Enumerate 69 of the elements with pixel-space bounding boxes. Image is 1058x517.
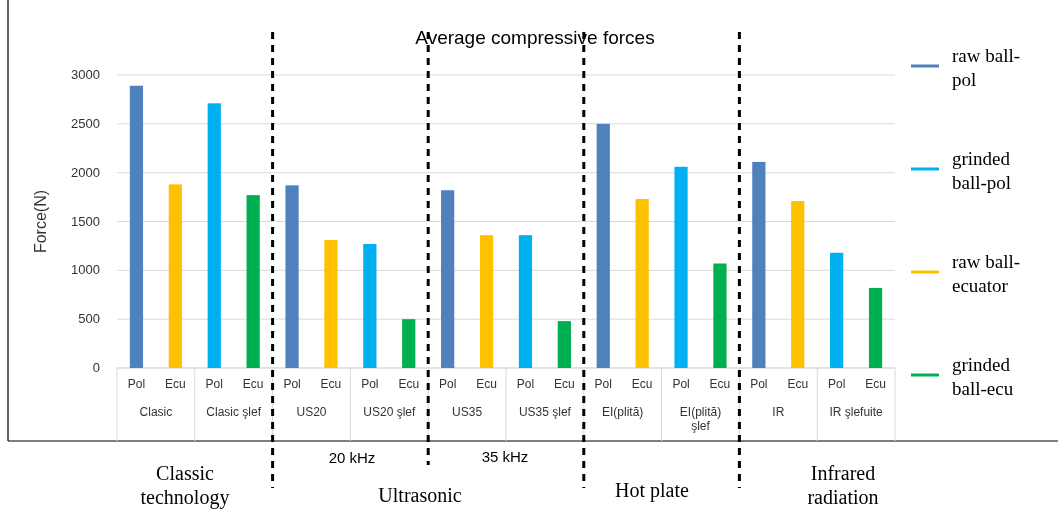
y-tick-label: 2000 [71,164,100,180]
bar [402,319,416,368]
bar [557,321,571,368]
x-tick-label: Pol [750,377,768,391]
x-tick-label: Pol [594,377,612,391]
chart-title: Average compressive forces [415,27,655,48]
bar [324,240,338,368]
bar [674,166,688,368]
bar [752,161,766,368]
bar [868,287,883,368]
bar [596,123,610,368]
y-tick-label: 500 [78,311,100,327]
text: Classic technology [140,462,230,509]
text: EI(plită) [602,405,644,419]
text: US20 [296,405,327,419]
x-tick-label: Pol [516,377,535,391]
x-tick-label: Ecu [631,377,653,391]
text: IR şlefuite [829,405,884,419]
x-tick-label: Ecu [787,377,809,391]
legend-label: grinded ball-pol [952,148,1012,193]
bar [285,185,299,368]
x-tick-label: Ecu [554,377,575,391]
x-tick-label: Ecu [709,377,731,391]
text: US20 şlef [363,405,416,419]
bar [207,103,221,368]
x-tick-label: Pol [283,377,301,391]
x-tick-label: Ecu [242,377,264,391]
x-tick-label: Ecu [865,377,886,391]
text: IR [772,405,785,419]
x-tick-label: Pol [127,377,146,391]
legend-label: grinded ball-ecu [952,354,1014,399]
text: US35 şlef [518,405,572,419]
bar [518,235,533,368]
text: EI(plită) şlef [679,405,722,433]
text: US35 [452,405,483,419]
x-tick-label: Pol [361,377,379,391]
bar [479,235,494,368]
text: Infrared radiation [807,462,879,508]
bar [791,200,805,368]
y-tick-label: 3000 [71,67,100,82]
y-tick-label: 2500 [71,115,100,131]
x-tick-label: Ecu [320,377,342,391]
bar [441,190,455,368]
x-tick-label: Pol [827,377,846,391]
x-tick-label: Ecu [476,377,497,391]
bar [635,199,649,368]
text: 35 kHz [481,448,529,465]
x-tick-label: Ecu [398,377,420,391]
text: Clasic şlef [206,405,262,419]
text: Hot plate [615,479,690,502]
y-tick-label: 0 [92,360,100,375]
bar [168,184,182,368]
bar [363,243,377,368]
bar [830,252,844,368]
text: Ultrasonic [378,484,462,506]
x-tick-label: Pol [205,377,223,391]
x-tick-label: Ecu [165,377,186,391]
x-tick-label: Pol [438,377,457,391]
bar [129,85,144,368]
legend-label: raw ball-ecuator [952,251,1021,296]
text: 20 kHz [328,449,376,466]
text: Clasic [139,405,173,419]
bar [246,195,260,368]
y-axis-title: Force(N) [32,189,49,254]
y-tick-label: 1500 [71,213,100,229]
legend-label: raw ball-pol [952,45,1021,90]
x-tick-label: Pol [672,377,690,391]
y-tick-label: 1000 [71,262,100,278]
bar [713,263,727,368]
